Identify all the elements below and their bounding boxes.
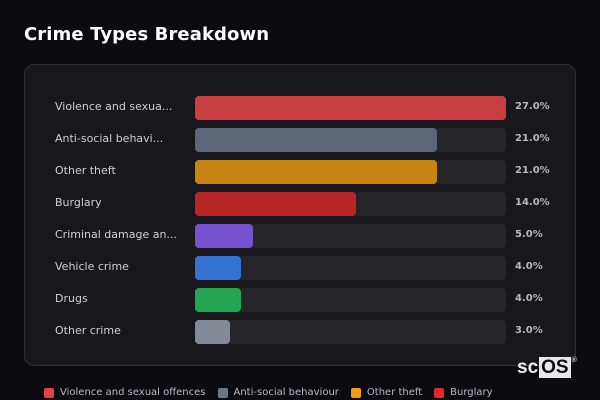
legend-label: Violence and sexual offences (60, 387, 206, 398)
chart-card: Violence and sexua... 27.0% Anti-social … (24, 64, 576, 366)
watermark-prefix: sc (517, 357, 539, 378)
bar-track (195, 192, 506, 216)
bar-value: 21.0% (515, 165, 550, 176)
bar-track (195, 128, 506, 152)
bar-fill[interactable] (195, 128, 437, 152)
registered-mark-icon: ® (571, 357, 577, 364)
bar-row: Other crime 3.0% (25, 320, 575, 344)
bar-track (195, 224, 506, 248)
bar-value: 14.0% (515, 197, 550, 208)
bar-label: Violence and sexua... (55, 100, 173, 113)
bar-track (195, 288, 506, 312)
legend-swatch-icon (44, 387, 54, 398)
bar-fill[interactable] (195, 192, 357, 216)
bar-track (195, 320, 506, 344)
bar-fill[interactable] (195, 320, 230, 344)
bar-label: Drugs (55, 292, 88, 305)
bar-value: 21.0% (515, 133, 550, 144)
bar-row: Other theft 21.0% (25, 160, 575, 184)
legend-item[interactable]: Violence and sexual offences (44, 387, 206, 398)
bar-row: Anti-social behavi... 21.0% (25, 128, 575, 152)
bar-value: 27.0% (515, 101, 550, 112)
bar-fill[interactable] (195, 288, 242, 312)
bar-label: Criminal damage an... (55, 228, 177, 241)
bar-label: Other crime (55, 324, 121, 337)
watermark-boxed: OS (539, 357, 571, 378)
legend-item[interactable]: Other theft (350, 387, 423, 398)
bar-track (195, 160, 506, 184)
legend-swatch-icon (434, 387, 445, 398)
bar-track (195, 256, 506, 280)
bar-label: Burglary (55, 196, 102, 209)
bar-fill[interactable] (195, 224, 253, 248)
bar-track (195, 96, 506, 120)
bar-label: Other theft (55, 164, 116, 177)
bar-row: Violence and sexua... 27.0% (25, 96, 575, 120)
scos-watermark: sc OS ® (517, 357, 577, 378)
bar-value: 4.0% (515, 293, 543, 304)
legend-swatch-icon (350, 387, 361, 398)
bar-value: 4.0% (515, 261, 543, 272)
legend-label: Other theft (366, 387, 423, 398)
bar-value: 5.0% (515, 229, 543, 240)
legend-swatch-icon (217, 387, 228, 398)
bar-row: Vehicle crime 4.0% (25, 256, 575, 280)
bar-fill[interactable] (195, 256, 242, 280)
bar-label: Anti-social behavi... (55, 132, 164, 145)
bar-fill[interactable] (195, 160, 437, 184)
chart-title: Crime Types Breakdown (24, 24, 270, 45)
chart-legend: Violence and sexual offences Anti-social… (44, 387, 505, 398)
legend-item[interactable]: Anti-social behaviour (217, 387, 339, 398)
bar-label: Vehicle crime (55, 260, 129, 273)
legend-label: Anti-social behaviour (233, 387, 339, 398)
legend-label: Burglary (450, 387, 493, 398)
bar-fill[interactable] (195, 96, 506, 120)
bar-row: Criminal damage an... 5.0% (25, 224, 575, 248)
bar-row: Burglary 14.0% (25, 192, 575, 216)
legend-item[interactable]: Burglary (434, 387, 493, 398)
bar-value: 3.0% (515, 325, 543, 336)
bar-row: Drugs 4.0% (25, 288, 575, 312)
